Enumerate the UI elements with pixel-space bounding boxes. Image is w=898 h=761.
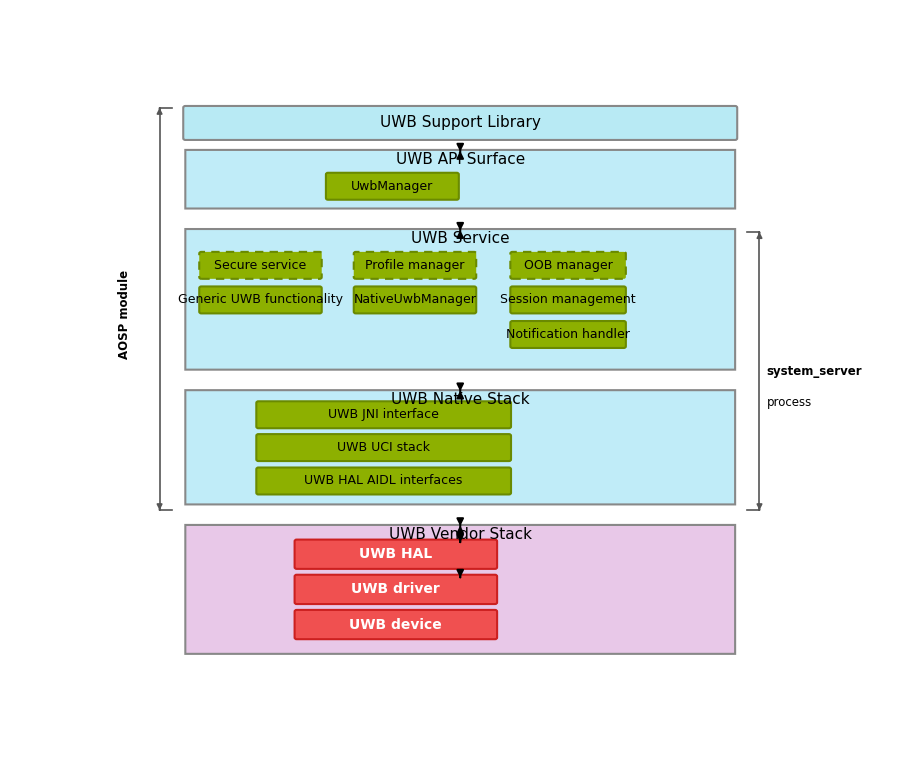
FancyBboxPatch shape bbox=[256, 434, 511, 461]
FancyBboxPatch shape bbox=[295, 540, 497, 569]
Text: UWB Vendor Stack: UWB Vendor Stack bbox=[389, 527, 532, 542]
FancyBboxPatch shape bbox=[256, 467, 511, 495]
Text: process: process bbox=[766, 396, 812, 409]
Text: UWB Support Library: UWB Support Library bbox=[380, 116, 541, 130]
Text: Profile manager: Profile manager bbox=[365, 259, 464, 272]
Text: UWB UCI stack: UWB UCI stack bbox=[337, 441, 430, 454]
FancyBboxPatch shape bbox=[295, 575, 497, 604]
Text: UWB HAL: UWB HAL bbox=[359, 547, 433, 561]
Text: UWB Native Stack: UWB Native Stack bbox=[391, 392, 530, 407]
FancyBboxPatch shape bbox=[185, 229, 735, 370]
Text: UWB HAL AIDL interfaces: UWB HAL AIDL interfaces bbox=[304, 475, 462, 488]
FancyBboxPatch shape bbox=[510, 252, 626, 279]
Text: system_server: system_server bbox=[766, 365, 862, 378]
FancyBboxPatch shape bbox=[185, 150, 735, 209]
Text: AOSP module: AOSP module bbox=[118, 269, 131, 358]
Text: Generic UWB functionality: Generic UWB functionality bbox=[178, 294, 343, 307]
FancyBboxPatch shape bbox=[354, 252, 476, 279]
Text: UWB Service: UWB Service bbox=[411, 231, 509, 246]
Text: UWB API Surface: UWB API Surface bbox=[396, 151, 524, 167]
FancyBboxPatch shape bbox=[185, 390, 735, 505]
Text: UwbManager: UwbManager bbox=[351, 180, 434, 193]
FancyBboxPatch shape bbox=[326, 173, 459, 199]
Text: OOB manager: OOB manager bbox=[524, 259, 612, 272]
Text: Session management: Session management bbox=[500, 294, 636, 307]
FancyBboxPatch shape bbox=[199, 252, 321, 279]
FancyBboxPatch shape bbox=[295, 610, 497, 639]
Text: UWB driver: UWB driver bbox=[351, 582, 440, 597]
Text: Notification handler: Notification handler bbox=[506, 328, 630, 341]
FancyBboxPatch shape bbox=[185, 525, 735, 654]
Text: UWB device: UWB device bbox=[349, 618, 442, 632]
FancyBboxPatch shape bbox=[183, 106, 737, 140]
FancyBboxPatch shape bbox=[510, 321, 626, 348]
FancyBboxPatch shape bbox=[510, 286, 626, 314]
FancyBboxPatch shape bbox=[199, 286, 321, 314]
Text: UWB JNI interface: UWB JNI interface bbox=[329, 408, 439, 422]
FancyBboxPatch shape bbox=[256, 401, 511, 428]
Text: NativeUwbManager: NativeUwbManager bbox=[354, 294, 477, 307]
Text: Secure service: Secure service bbox=[215, 259, 306, 272]
FancyBboxPatch shape bbox=[354, 286, 476, 314]
